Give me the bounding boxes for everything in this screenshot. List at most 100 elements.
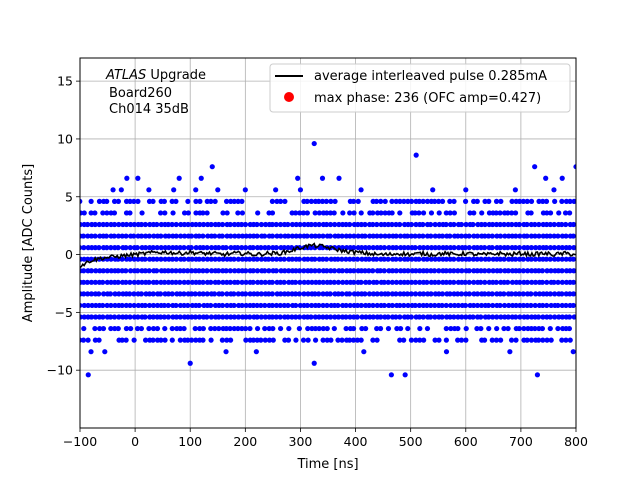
scatter-point [316,291,322,297]
scatter-point [323,198,330,204]
scatter-point [493,337,500,343]
scatter-point [451,291,457,297]
scatter-point [417,291,423,297]
scatter-point [424,198,431,204]
scatter-point [247,233,253,239]
scatter-point [258,221,265,228]
scatter-point [316,302,322,309]
scatter-point [266,291,272,297]
scatter-point [243,314,249,320]
scatter-point [451,256,457,262]
scatter-point [278,233,284,239]
scatter-point [293,314,299,320]
scatter-point [489,245,495,251]
scatter-point [224,233,230,239]
scatter-point [451,314,457,320]
scatter-point [100,314,106,320]
scatter-point [516,291,522,297]
scatter-point [524,279,531,285]
scatter-point [455,337,461,343]
scatter-point [389,268,396,274]
scatter-point [544,302,550,309]
scatter-point [548,337,554,343]
scatter-point [108,245,114,251]
scatter-point [482,279,488,285]
scatter-point [112,325,118,332]
scatter-point [312,314,318,320]
scatter-point [274,198,280,204]
scatter-point [289,221,296,228]
scatter-point [312,256,318,262]
scatter-point [485,233,492,239]
scatter-point [559,256,565,262]
scatter-point [513,302,519,309]
scatter-point [254,268,261,274]
scatter-point [563,279,570,285]
scatter-point [513,291,519,297]
scatter-point [181,256,187,262]
scatter-point [331,268,338,274]
scatter-point [254,314,260,320]
scatter-point [161,198,167,204]
scatter-point [463,221,469,228]
scatter-point [266,325,272,332]
scatter-point [131,198,137,204]
scatter-point [115,268,121,274]
scatter-point [223,349,229,355]
scatter-point [436,245,442,251]
scatter-point [150,245,156,251]
scatter-point [398,245,404,251]
scatter-point [281,245,287,251]
scatter-point [277,314,283,320]
scatter-point [501,256,507,262]
scatter-point [547,325,553,332]
scatter-point [517,314,523,320]
scatter-point [327,233,333,239]
scatter-point [197,198,203,204]
scatter-point [505,325,511,332]
scatter-point [123,245,129,251]
scatter-point [397,198,403,204]
scatter-point [138,325,145,332]
scatter-point [416,233,422,239]
scatter-point [162,210,168,216]
scatter-point [358,279,364,285]
scatter-point [509,198,515,204]
scatter-point [563,337,569,343]
scatter-point [566,325,573,332]
scatter-point [286,325,292,332]
scatter-point [189,279,195,285]
scatter-point [424,279,430,285]
scatter-point [324,314,330,320]
scatter-point [215,268,222,274]
annotation-atlas: ATLAS [105,68,146,83]
scatter-point [273,245,279,251]
scatter-point [339,245,346,251]
scatter-point [165,314,171,320]
scatter-point [162,337,168,343]
annotation: ATLAS Upgrade Board260 Ch014 35dB [105,68,206,117]
scatter-point [404,291,411,297]
scatter-point [239,279,245,285]
scatter-point [374,325,380,332]
scatter-point [108,279,114,285]
scatter-point [490,314,496,320]
scatter-point [335,291,341,297]
scatter-point [258,245,264,251]
scatter-point [567,268,573,274]
scatter-point [220,256,226,262]
scatter-point [547,245,554,251]
scatter-point [278,291,284,297]
scatter-point [92,337,98,343]
scatter-point [517,279,523,285]
scatter-point [544,221,550,228]
scatter-point [135,256,141,262]
scatter-point [254,233,260,239]
scatter-point [281,279,287,285]
scatter-point [219,337,225,343]
scatter-point [343,325,349,332]
scatter-point [552,198,558,204]
scatter-point [316,314,322,320]
scatter-point [335,337,341,343]
scatter-point [458,337,465,343]
